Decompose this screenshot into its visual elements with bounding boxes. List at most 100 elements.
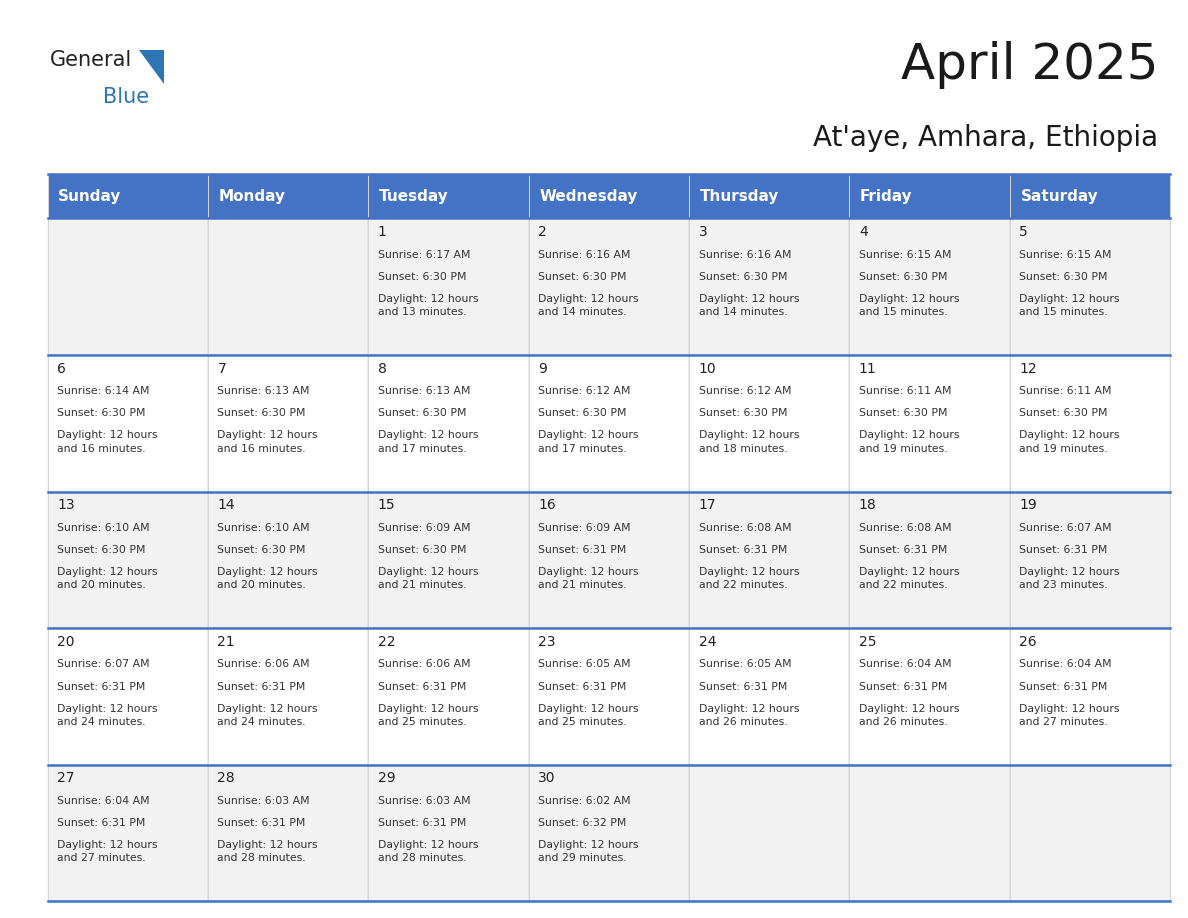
Text: Sunrise: 6:10 AM: Sunrise: 6:10 AM	[217, 523, 310, 532]
Text: Daylight: 12 hours
and 19 minutes.: Daylight: 12 hours and 19 minutes.	[859, 431, 960, 453]
Bar	[208, 492, 368, 628]
Text: Sunset: 6:30 PM: Sunset: 6:30 PM	[217, 545, 305, 554]
Text: Sunrise: 6:06 AM: Sunrise: 6:06 AM	[378, 659, 470, 669]
Bar	[849, 492, 1010, 628]
Text: Sunrise: 6:04 AM: Sunrise: 6:04 AM	[859, 659, 952, 669]
Text: 17: 17	[699, 498, 716, 512]
Text: Saturday: Saturday	[1020, 189, 1098, 204]
Bar	[849, 218, 1010, 355]
Text: 9: 9	[538, 362, 546, 375]
Text: Thursday: Thursday	[700, 189, 779, 204]
Bar	[368, 355, 529, 492]
Text: Daylight: 12 hours
and 25 minutes.: Daylight: 12 hours and 25 minutes.	[378, 703, 479, 727]
Text: Sunrise: 6:07 AM: Sunrise: 6:07 AM	[1019, 523, 1112, 532]
Text: Sunrise: 6:09 AM: Sunrise: 6:09 AM	[378, 523, 470, 532]
Text: Daylight: 12 hours
and 27 minutes.: Daylight: 12 hours and 27 minutes.	[1019, 703, 1120, 727]
Text: April 2025: April 2025	[901, 41, 1158, 89]
Text: 29: 29	[378, 771, 396, 785]
Text: 25: 25	[859, 634, 877, 649]
Text: Sunset: 6:30 PM: Sunset: 6:30 PM	[859, 272, 947, 282]
Text: Sunset: 6:30 PM: Sunset: 6:30 PM	[57, 409, 145, 419]
Text: Daylight: 12 hours
and 20 minutes.: Daylight: 12 hours and 20 minutes.	[57, 567, 158, 590]
Text: 16: 16	[538, 498, 556, 512]
Text: 13: 13	[57, 498, 75, 512]
Text: Sunrise: 6:16 AM: Sunrise: 6:16 AM	[699, 250, 791, 260]
Bar	[689, 765, 849, 901]
Text: Daylight: 12 hours
and 14 minutes.: Daylight: 12 hours and 14 minutes.	[699, 294, 800, 317]
Polygon shape	[139, 50, 164, 84]
Text: Sunset: 6:30 PM: Sunset: 6:30 PM	[1019, 272, 1107, 282]
Text: 11: 11	[859, 362, 877, 375]
Text: 12: 12	[1019, 362, 1037, 375]
Text: Sunset: 6:30 PM: Sunset: 6:30 PM	[699, 409, 786, 419]
Text: Tuesday: Tuesday	[379, 189, 449, 204]
Text: Sunset: 6:32 PM: Sunset: 6:32 PM	[538, 818, 626, 828]
Bar	[48, 218, 208, 355]
Bar	[849, 355, 1010, 492]
Text: 2: 2	[538, 225, 546, 239]
Text: 15: 15	[378, 498, 396, 512]
Text: 7: 7	[217, 362, 226, 375]
Text: Sunset: 6:31 PM: Sunset: 6:31 PM	[859, 545, 947, 554]
Text: Daylight: 12 hours
and 17 minutes.: Daylight: 12 hours and 17 minutes.	[378, 431, 479, 453]
Bar	[48, 174, 208, 218]
Text: 18: 18	[859, 498, 877, 512]
Text: Sunset: 6:30 PM: Sunset: 6:30 PM	[538, 272, 626, 282]
Text: Sunrise: 6:17 AM: Sunrise: 6:17 AM	[378, 250, 470, 260]
Text: Daylight: 12 hours
and 17 minutes.: Daylight: 12 hours and 17 minutes.	[538, 431, 639, 453]
Text: 23: 23	[538, 634, 556, 649]
Text: Daylight: 12 hours
and 14 minutes.: Daylight: 12 hours and 14 minutes.	[538, 294, 639, 317]
Bar	[529, 174, 689, 218]
Bar	[1010, 218, 1170, 355]
Text: Sunset: 6:30 PM: Sunset: 6:30 PM	[699, 272, 786, 282]
Text: 30: 30	[538, 771, 556, 785]
Text: Daylight: 12 hours
and 20 minutes.: Daylight: 12 hours and 20 minutes.	[217, 567, 318, 590]
Text: Sunrise: 6:12 AM: Sunrise: 6:12 AM	[538, 386, 631, 397]
Bar	[1010, 174, 1170, 218]
Text: Daylight: 12 hours
and 26 minutes.: Daylight: 12 hours and 26 minutes.	[699, 703, 800, 727]
Text: 21: 21	[217, 634, 235, 649]
Bar	[208, 765, 368, 901]
Bar	[368, 218, 529, 355]
Bar	[368, 628, 529, 765]
Bar	[208, 218, 368, 355]
Text: Sunrise: 6:14 AM: Sunrise: 6:14 AM	[57, 386, 150, 397]
Text: Daylight: 12 hours
and 21 minutes.: Daylight: 12 hours and 21 minutes.	[538, 567, 639, 590]
Text: Sunset: 6:31 PM: Sunset: 6:31 PM	[217, 818, 305, 828]
Bar	[1010, 765, 1170, 901]
Text: 20: 20	[57, 634, 75, 649]
Text: Sunset: 6:30 PM: Sunset: 6:30 PM	[57, 545, 145, 554]
Text: Sunrise: 6:08 AM: Sunrise: 6:08 AM	[859, 523, 952, 532]
Text: Daylight: 12 hours
and 16 minutes.: Daylight: 12 hours and 16 minutes.	[217, 431, 318, 453]
Text: Daylight: 12 hours
and 19 minutes.: Daylight: 12 hours and 19 minutes.	[1019, 431, 1120, 453]
Text: Monday: Monday	[219, 189, 285, 204]
Text: At'aye, Amhara, Ethiopia: At'aye, Amhara, Ethiopia	[813, 124, 1158, 152]
Text: Daylight: 12 hours
and 15 minutes.: Daylight: 12 hours and 15 minutes.	[859, 294, 960, 317]
Bar	[689, 218, 849, 355]
Text: Daylight: 12 hours
and 23 minutes.: Daylight: 12 hours and 23 minutes.	[1019, 567, 1120, 590]
Text: Friday: Friday	[860, 189, 912, 204]
Text: Sunset: 6:30 PM: Sunset: 6:30 PM	[378, 409, 466, 419]
Text: Sunday: Sunday	[58, 189, 121, 204]
Text: Daylight: 12 hours
and 22 minutes.: Daylight: 12 hours and 22 minutes.	[859, 567, 960, 590]
Text: Sunset: 6:30 PM: Sunset: 6:30 PM	[217, 409, 305, 419]
Bar	[529, 218, 689, 355]
Text: Sunset: 6:31 PM: Sunset: 6:31 PM	[1019, 545, 1107, 554]
Bar	[689, 174, 849, 218]
Text: 19: 19	[1019, 498, 1037, 512]
Text: Sunset: 6:31 PM: Sunset: 6:31 PM	[1019, 681, 1107, 691]
Text: Daylight: 12 hours
and 15 minutes.: Daylight: 12 hours and 15 minutes.	[1019, 294, 1120, 317]
Text: Daylight: 12 hours
and 28 minutes.: Daylight: 12 hours and 28 minutes.	[217, 840, 318, 863]
Text: Daylight: 12 hours
and 13 minutes.: Daylight: 12 hours and 13 minutes.	[378, 294, 479, 317]
Bar	[529, 355, 689, 492]
Bar	[368, 174, 529, 218]
Text: Sunrise: 6:12 AM: Sunrise: 6:12 AM	[699, 386, 791, 397]
Text: 6: 6	[57, 362, 65, 375]
Bar	[48, 628, 208, 765]
Text: Daylight: 12 hours
and 24 minutes.: Daylight: 12 hours and 24 minutes.	[217, 703, 318, 727]
Text: Sunset: 6:30 PM: Sunset: 6:30 PM	[378, 272, 466, 282]
Text: Sunset: 6:31 PM: Sunset: 6:31 PM	[57, 681, 145, 691]
Text: 26: 26	[1019, 634, 1037, 649]
Text: Sunrise: 6:07 AM: Sunrise: 6:07 AM	[57, 659, 150, 669]
Bar	[1010, 628, 1170, 765]
